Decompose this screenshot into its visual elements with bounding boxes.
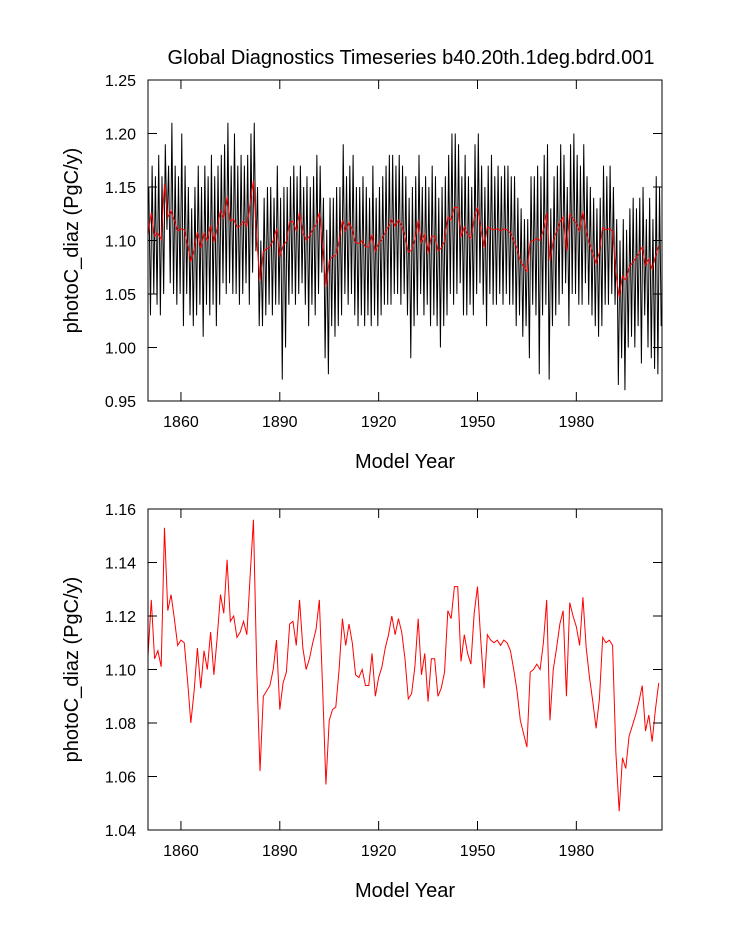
y-tick-label: 0.95 xyxy=(105,394,136,411)
plot-frame xyxy=(147,508,663,831)
y-tick-label: 1.04 xyxy=(105,823,136,840)
y-tick-label: 1.00 xyxy=(105,341,136,358)
chart-title: Global Diagnostics Timeseries b40.20th.1… xyxy=(168,47,655,69)
y-tick-label: 1.12 xyxy=(105,609,136,626)
data-line xyxy=(148,519,660,812)
y-axis-label: photoC_diaz (PgC/y) xyxy=(61,577,83,763)
data-line xyxy=(148,180,660,298)
y-axis-label: photoC_diaz (PgC/y) xyxy=(61,148,83,334)
y-tick-label: 1.10 xyxy=(105,663,136,680)
y-tick-label: 1.06 xyxy=(105,770,136,787)
x-tick-label: 1950 xyxy=(460,414,496,431)
x-axis-label: Model Year xyxy=(355,880,455,902)
y-tick-label: 1.20 xyxy=(105,127,136,144)
y-tick-label: 1.25 xyxy=(105,73,136,90)
x-tick-label: 1920 xyxy=(361,414,397,431)
y-tick-label: 1.14 xyxy=(105,556,136,573)
x-tick-label: 1860 xyxy=(163,843,199,860)
data-line xyxy=(148,122,662,391)
x-tick-label: 1980 xyxy=(559,843,595,860)
x-tick-label: 1890 xyxy=(262,414,298,431)
x-tick-label: 1920 xyxy=(361,843,397,860)
y-tick-label: 1.10 xyxy=(105,234,136,251)
x-axis-label: Model Year xyxy=(355,451,455,473)
x-tick-label: 1890 xyxy=(262,843,298,860)
x-tick-label: 1980 xyxy=(559,414,595,431)
y-tick-label: 1.16 xyxy=(105,502,136,519)
y-tick-label: 1.15 xyxy=(105,180,136,197)
y-tick-label: 1.05 xyxy=(105,287,136,304)
y-tick-label: 1.08 xyxy=(105,716,136,733)
x-tick-label: 1860 xyxy=(163,414,199,431)
x-tick-label: 1950 xyxy=(460,843,496,860)
